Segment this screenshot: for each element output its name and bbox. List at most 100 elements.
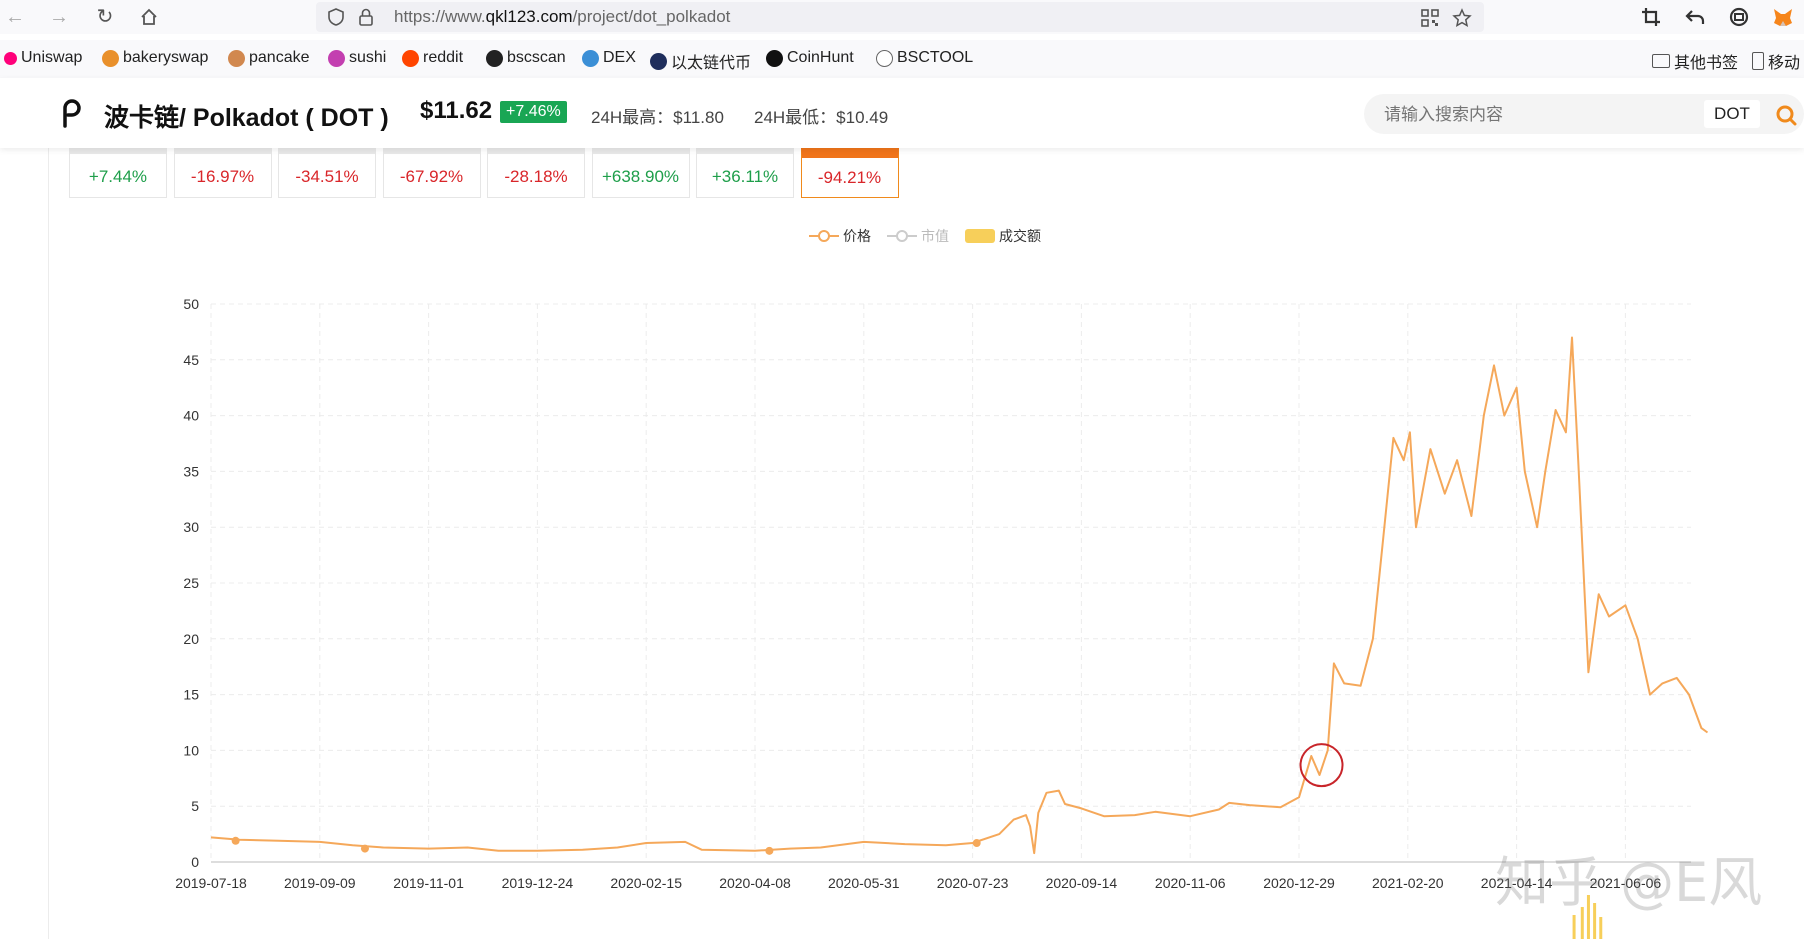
period-card[interactable]: -67.92% bbox=[382, 148, 481, 198]
mobile-bookmarks[interactable]: 移动 bbox=[1752, 49, 1800, 73]
legend-market-cap[interactable]: 市值 bbox=[887, 226, 949, 246]
y-tick-label: 35 bbox=[183, 463, 199, 479]
current-price: $11.62 bbox=[420, 97, 493, 124]
pancake-icon bbox=[228, 49, 245, 67]
24h-low: 24H最低：$10.49 bbox=[754, 108, 889, 127]
bookmark-sushi[interactable]: sushi bbox=[328, 49, 386, 67]
x-tick-label: 2020-05-31 bbox=[828, 875, 900, 891]
annotation-circle bbox=[1299, 743, 1344, 788]
legend-volume[interactable]: 成交额 bbox=[965, 226, 1041, 246]
bookmarks-bar: Uniswap bakeryswap pancake sushi reddit … bbox=[0, 40, 1804, 79]
shield-icon[interactable] bbox=[326, 7, 346, 27]
bakeryswap-icon bbox=[102, 49, 119, 67]
metamask-fox-icon[interactable] bbox=[1772, 6, 1794, 28]
period-card[interactable]: -16.97% bbox=[173, 148, 272, 198]
x-tick-label: 2019-11-01 bbox=[393, 875, 464, 891]
home-icon[interactable] bbox=[136, 4, 162, 30]
y-tick-label: 25 bbox=[183, 575, 199, 591]
x-tick-label: 2020-02-15 bbox=[610, 875, 682, 891]
volume-bar bbox=[1599, 917, 1603, 939]
undo-icon[interactable] bbox=[1684, 6, 1706, 28]
reload-icon[interactable]: ↻ bbox=[96, 6, 114, 28]
x-tick-label: 2020-09-14 bbox=[1046, 875, 1118, 891]
x-tick-label: 2020-11-06 bbox=[1155, 875, 1226, 891]
y-tick-label: 50 bbox=[183, 296, 199, 312]
bookmark-pancake[interactable]: pancake bbox=[228, 49, 310, 67]
reddit-icon bbox=[402, 49, 419, 67]
back-icon[interactable]: ← bbox=[5, 6, 25, 28]
volume-bar bbox=[1580, 907, 1584, 939]
search-icon[interactable] bbox=[1774, 103, 1798, 127]
coin-content: +7.44% -16.97% -34.51% -67.92% -28.18% +638.9… bbox=[48, 148, 1804, 939]
volume-bar bbox=[1586, 895, 1590, 939]
price-chart[interactable]: 0 5 10 15 20 25 30 35 40 45 50 2019-07-18 2019-09-09… bbox=[49, 148, 1804, 939]
coin-header: 波卡链/ Polkadot ( DOT ) $11.62 +7.46% 24H最… bbox=[0, 78, 1804, 148]
legend-volume-icon bbox=[965, 229, 995, 243]
price-data-point bbox=[360, 844, 369, 853]
volume-bar bbox=[1593, 903, 1597, 939]
legend-price-icon bbox=[809, 230, 839, 242]
price-data-point bbox=[765, 846, 774, 855]
x-tick-label: 2020-04-08 bbox=[719, 875, 791, 891]
price-change-badge: +7.46% bbox=[500, 101, 567, 123]
crop-icon[interactable] bbox=[1640, 6, 1662, 28]
folder-icon bbox=[1652, 54, 1670, 68]
coinhunt-icon bbox=[766, 49, 783, 67]
browser-toolbar: ← → ↻ https://www.qkl123.com/project/dot… bbox=[0, 0, 1804, 34]
24h-high: 24H最高：$11.80 bbox=[591, 108, 724, 127]
qr-code-icon[interactable] bbox=[1420, 8, 1440, 28]
url-text[interactable]: https://www.qkl123.com/project/dot_polka… bbox=[394, 7, 731, 26]
address-bar[interactable]: https://www.qkl123.com/project/dot_polka… bbox=[316, 2, 1484, 32]
period-card[interactable]: +36.11% bbox=[696, 148, 794, 198]
bookmark-eth-tokens[interactable]: 以太链代币 bbox=[650, 49, 751, 73]
y-tick-label: 45 bbox=[183, 352, 199, 368]
price-data-point bbox=[231, 836, 240, 845]
bookmark-bsctool[interactable]: BSCTOOL bbox=[876, 49, 973, 67]
polkadot-logo-icon[interactable] bbox=[58, 98, 84, 128]
bookmark-bscscan[interactable]: bscscan bbox=[486, 49, 566, 67]
y-tick-label: 15 bbox=[183, 687, 199, 703]
bookmark-dex[interactable]: DEX bbox=[582, 49, 636, 67]
volume-bar bbox=[1572, 915, 1576, 939]
x-tick-label: 2019-12-24 bbox=[502, 875, 574, 891]
y-tick-label: 5 bbox=[191, 798, 199, 814]
search-input[interactable] bbox=[1382, 102, 1636, 128]
x-tick-label: 2021-02-20 bbox=[1372, 875, 1444, 891]
search-tag[interactable]: DOT bbox=[1704, 100, 1760, 128]
period-card[interactable]: -28.18% bbox=[487, 148, 585, 198]
uniswap-icon bbox=[4, 51, 17, 65]
bookmark-reddit[interactable]: reddit bbox=[402, 49, 463, 67]
bookmark-star-icon[interactable] bbox=[1452, 8, 1472, 28]
y-tick-label: 0 bbox=[191, 854, 199, 870]
period-card[interactable]: +7.44% bbox=[69, 148, 167, 198]
bookmark-bakeryswap[interactable]: bakeryswap bbox=[102, 49, 208, 67]
y-tick-label: 30 bbox=[183, 519, 199, 535]
bookmark-uniswap[interactable]: Uniswap bbox=[4, 49, 82, 67]
chart-legend: 价格 市值 成交额 bbox=[809, 226, 1041, 246]
phone-icon bbox=[1752, 52, 1764, 70]
x-tick-label: 2019-09-09 bbox=[284, 875, 356, 891]
period-card[interactable]: -34.51% bbox=[278, 148, 376, 198]
forward-icon[interactable]: → bbox=[49, 6, 69, 28]
y-tick-label: 40 bbox=[183, 408, 199, 424]
x-tick-label: 2020-07-23 bbox=[937, 875, 1009, 891]
other-bookmarks[interactable]: 其他书签 bbox=[1652, 49, 1738, 73]
legend-price[interactable]: 价格 bbox=[809, 226, 871, 246]
x-tick-label: 2021-04-14 bbox=[1481, 875, 1553, 891]
bookmark-coinhunt[interactable]: CoinHunt bbox=[766, 49, 854, 67]
x-tick-label: 2021-06-06 bbox=[1590, 875, 1662, 891]
etherscan-icon bbox=[650, 52, 667, 70]
dex-icon bbox=[582, 49, 599, 67]
x-tick-label: 2020-12-29 bbox=[1263, 875, 1335, 891]
y-tick-label: 10 bbox=[183, 742, 199, 758]
period-card[interactable]: -94.21% bbox=[800, 148, 899, 198]
period-card[interactable]: +638.90% bbox=[591, 148, 690, 198]
bscscan-icon bbox=[486, 49, 503, 67]
extension-icon[interactable] bbox=[1728, 6, 1750, 28]
lock-icon[interactable] bbox=[356, 7, 376, 27]
price-series-line bbox=[210, 336, 1709, 855]
search-box: DOT bbox=[1364, 94, 1804, 134]
price-data-point bbox=[972, 839, 981, 848]
x-tick-label: 2019-07-18 bbox=[175, 875, 247, 891]
coin-name: 波卡链/ Polkadot ( DOT ) bbox=[104, 104, 389, 132]
